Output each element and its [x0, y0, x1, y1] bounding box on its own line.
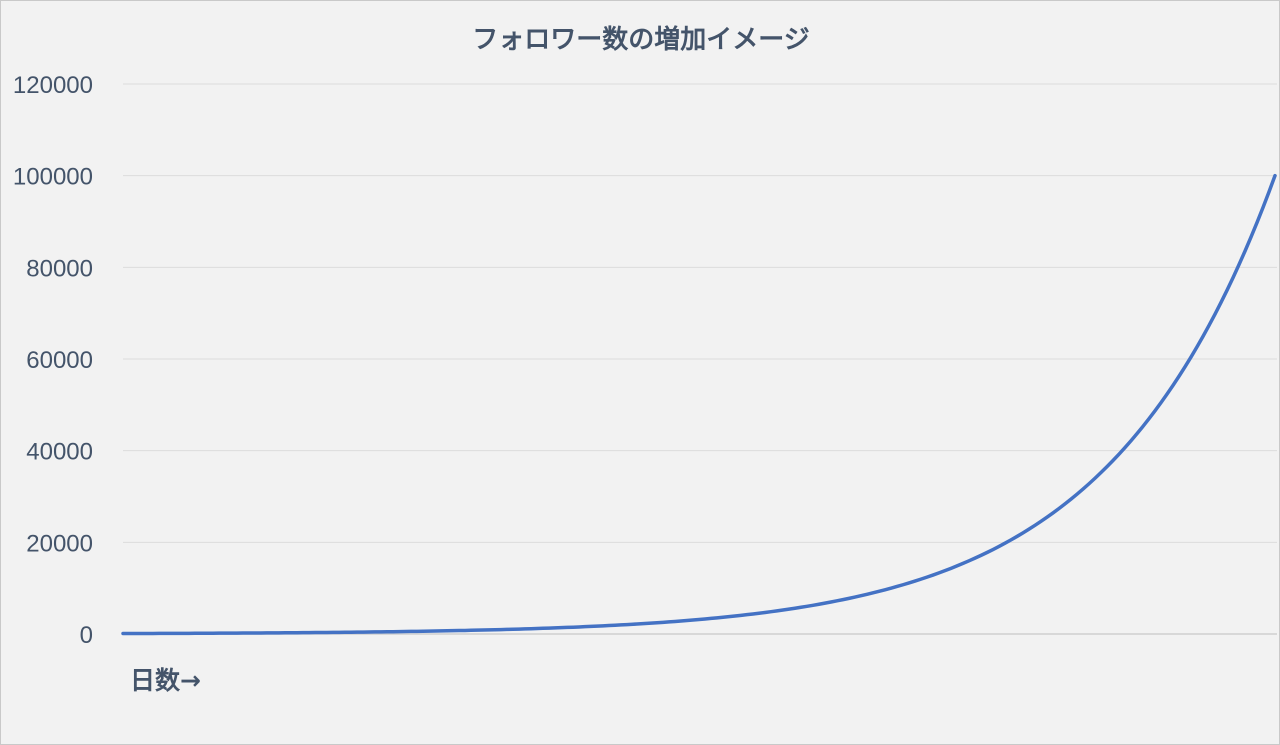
y-tick-label: 60000 [26, 347, 93, 374]
y-tick-label: 120000 [13, 72, 93, 99]
series-line [121, 173, 1277, 636]
y-tick-label: 20000 [26, 530, 93, 557]
gridlines [123, 83, 1277, 543]
y-tick-label: 100000 [13, 164, 93, 191]
y-tick-label: 0 [80, 622, 93, 649]
x-axis-label: 日数→ [130, 666, 201, 695]
y-tick-label: 80000 [26, 255, 93, 282]
y-axis-ticks: 0 20000 40000 60000 80000 100000 120000 [13, 72, 93, 649]
chart-title: フォロワー数の増加イメージ [472, 25, 809, 55]
y-tick-label: 40000 [26, 439, 93, 466]
